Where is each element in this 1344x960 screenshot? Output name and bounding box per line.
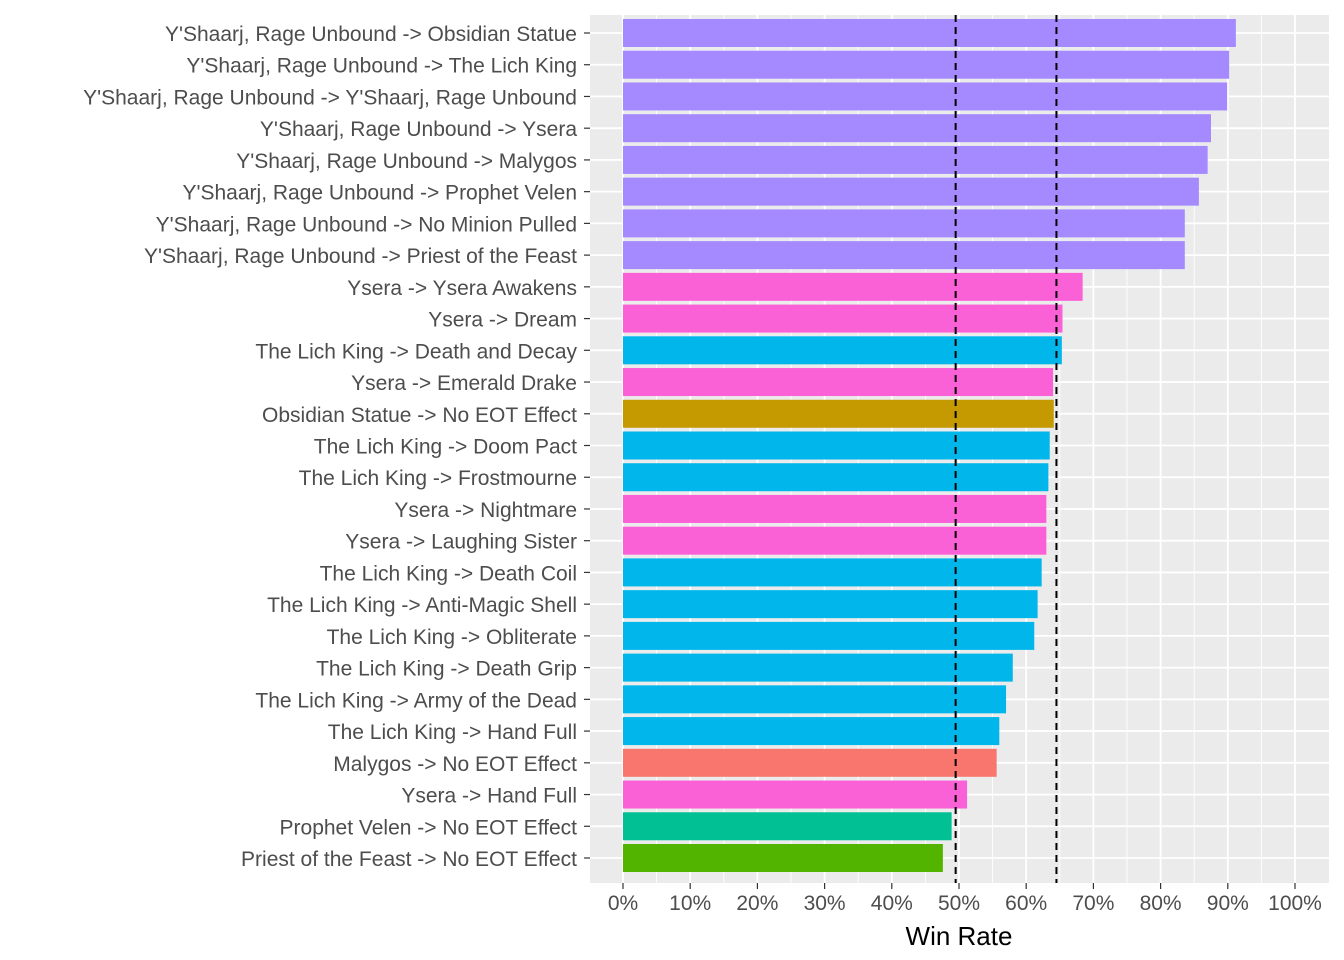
y-tick-label: The Lich King -> Army of the Dead — [255, 689, 577, 712]
y-tick-label: The Lich King -> Doom Pact — [314, 436, 577, 459]
y-tick-label: The Lich King -> Death Coil — [320, 562, 577, 585]
bar — [623, 748, 997, 777]
bar — [623, 399, 1054, 428]
y-tick-label: Y'Shaarj, Rage Unbound -> No Minion Pull… — [156, 213, 577, 236]
bar — [623, 590, 1038, 619]
y-tick-label: Ysera -> Hand Full — [401, 785, 577, 808]
bar — [623, 494, 1047, 523]
y-tick-label: The Lich King -> Anti-Magic Shell — [267, 594, 577, 617]
y-tick-label: The Lich King -> Death Grip — [316, 658, 577, 681]
bar — [623, 209, 1185, 238]
y-tick-label: Y'Shaarj, Rage Unbound -> Malygos — [236, 150, 577, 173]
x-tick-label: 30% — [804, 892, 846, 915]
bar — [623, 558, 1042, 587]
bar — [623, 621, 1035, 650]
bar — [623, 336, 1062, 365]
y-tick-label: Y'Shaarj, Rage Unbound -> Y'Shaarj, Rage… — [83, 86, 577, 109]
y-tick-label: The Lich King -> Obliterate — [327, 626, 577, 649]
bar — [623, 844, 943, 872]
x-tick-label: 10% — [669, 892, 711, 915]
x-tick-label: 20% — [736, 892, 778, 915]
y-tick-label: Malygos -> No EOT Effect — [333, 753, 577, 776]
y-tick-label: Ysera -> Dream — [428, 309, 577, 332]
bar — [623, 19, 1236, 47]
x-tick-label: 50% — [938, 892, 980, 915]
bar — [623, 685, 1007, 714]
y-tick-label: Y'Shaarj, Rage Unbound -> Ysera — [260, 118, 577, 141]
bar — [623, 812, 952, 841]
y-tick-label: Obsidian Statue -> No EOT Effect — [262, 404, 577, 427]
y-tick-label: Ysera -> Emerald Drake — [351, 372, 577, 395]
y-tick-label: Y'Shaarj, Rage Unbound -> Prophet Velen — [182, 182, 577, 205]
x-tick-label: 90% — [1207, 892, 1249, 915]
x-axis: 0% 10% 20% 30% 40% 50% 60% 70% 80% 90% 100% — [608, 883, 1322, 915]
y-tick-label: Ysera -> Laughing Sister — [345, 531, 577, 554]
bar — [623, 780, 968, 809]
bar — [623, 526, 1047, 555]
x-tick-label: 100% — [1268, 892, 1322, 915]
y-tick-label: Y'Shaarj, Rage Unbound -> Obsidian Statu… — [165, 23, 577, 46]
y-tick-label: The Lich King -> Hand Full — [328, 721, 577, 744]
y-tick-label: Y'Shaarj, Rage Unbound -> The Lich King — [186, 55, 577, 78]
bar — [623, 114, 1211, 143]
bar — [623, 431, 1050, 460]
x-tick-label: 80% — [1140, 892, 1182, 915]
bar — [623, 304, 1063, 333]
y-axis: Y'Shaarj, Rage Unbound -> Obsidian Statu… — [83, 23, 590, 871]
bar — [623, 653, 1013, 682]
bar — [623, 272, 1083, 301]
x-tick-label: 70% — [1072, 892, 1114, 915]
y-tick-label: Y'Shaarj, Rage Unbound -> Priest of the … — [144, 245, 577, 268]
bar — [623, 368, 1054, 397]
bar — [623, 463, 1049, 492]
x-tick-label: 60% — [1005, 892, 1047, 915]
bar — [623, 50, 1230, 79]
bar — [623, 82, 1228, 111]
bars — [623, 19, 1236, 872]
bar — [623, 145, 1208, 174]
bar — [623, 717, 1000, 746]
reference-lines — [954, 15, 1058, 883]
y-tick-label: The Lich King -> Death and Decay — [255, 340, 577, 363]
x-tick-label: 40% — [871, 892, 913, 915]
y-tick-label: Prophet Velen -> No EOT Effect — [280, 816, 578, 839]
bar — [623, 177, 1199, 206]
y-tick-label: Ysera -> Nightmare — [394, 499, 577, 522]
y-tick-label: Ysera -> Ysera Awakens — [347, 277, 577, 300]
x-axis-title: Win Rate — [906, 921, 1013, 951]
y-tick-label: Priest of the Feast -> No EOT Effect — [241, 848, 577, 871]
bar — [623, 241, 1185, 270]
y-tick-label: The Lich King -> Frostmourne — [299, 467, 577, 490]
x-tick-label: 0% — [608, 892, 638, 915]
